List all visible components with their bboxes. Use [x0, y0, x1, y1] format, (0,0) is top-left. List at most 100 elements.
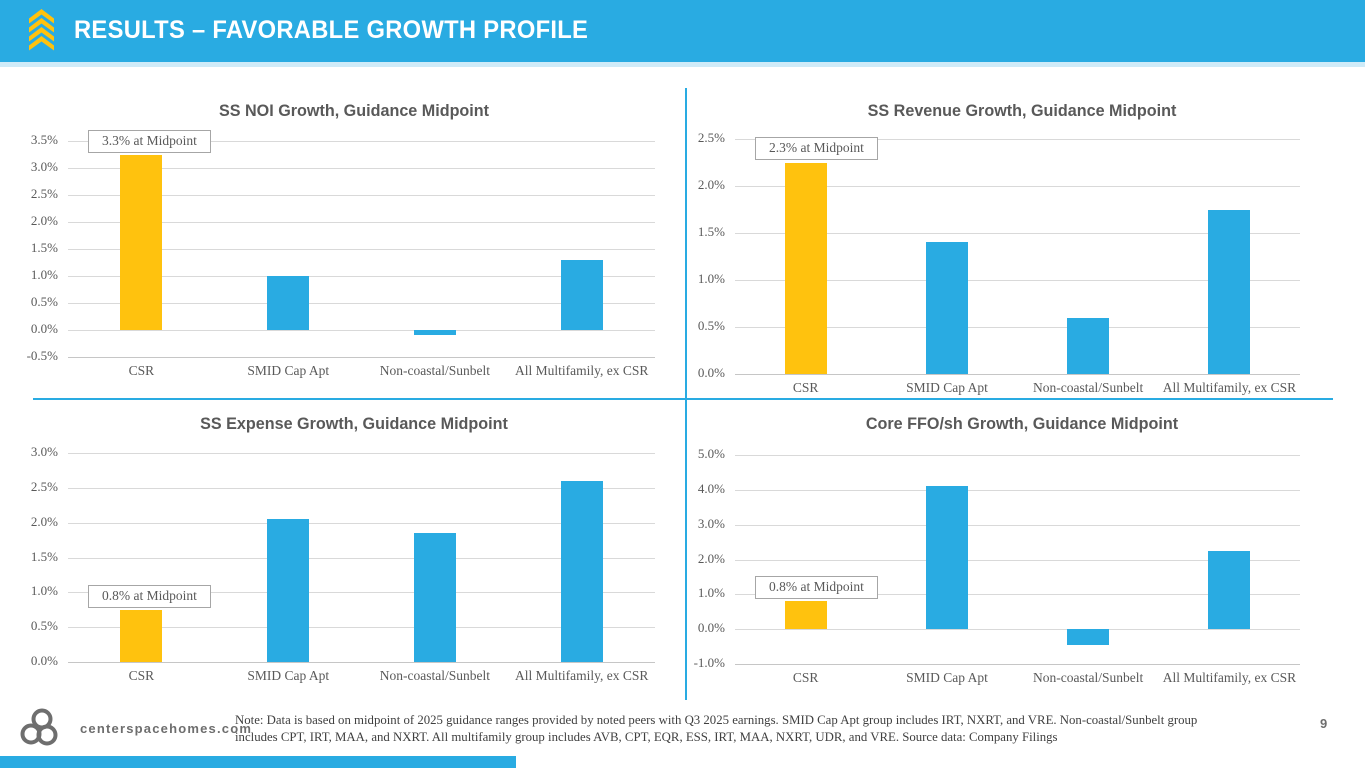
gridline — [735, 489, 1300, 491]
footnote-text: Note: Data is based on midpoint of 2025 … — [235, 713, 1198, 744]
y-axis-tick-label: 2.5% — [30, 478, 58, 494]
y-axis-tick-label: 0.0% — [30, 653, 58, 668]
category-label: Non-coastal/Sunbelt — [1033, 380, 1144, 395]
chart-core-ffo-growth: Core FFO/sh Growth, Guidance Midpoint 0.… — [688, 408, 1356, 703]
bar-csr — [784, 601, 827, 630]
bar-all-multifamily-ex-csr — [1208, 550, 1251, 630]
y-axis-tick-label: 3.0% — [30, 444, 58, 459]
y-axis-tick-label: 1.0% — [30, 583, 58, 599]
gridline — [68, 557, 655, 559]
chart-ss-expense-growth: SS Expense Growth, Guidance Midpoint 0.8… — [30, 408, 678, 703]
page-number: 9 — [1320, 716, 1328, 731]
gridline — [68, 168, 655, 169]
y-axis-tick-label: 1.0% — [30, 267, 58, 282]
centerspace-chevron-logo-icon — [29, 9, 54, 51]
category-label: SMID Cap Apt — [247, 363, 330, 378]
gridline — [735, 280, 1300, 281]
page-title: RESULTS – FAVORABLE GROWTH PROFILE — [74, 16, 589, 44]
y-axis-tick-label: 0.0% — [697, 620, 725, 636]
category-label: Non-coastal/Sunbelt — [379, 363, 491, 378]
category-label: SMID Cap Apt — [247, 668, 330, 683]
bar-smid-cap-apt — [267, 519, 310, 662]
y-axis-tick-label: -1.0% — [693, 655, 725, 670]
gridline — [68, 627, 655, 629]
bar-smid-cap-apt — [925, 486, 968, 630]
y-axis-tick-label: 0.0% — [697, 365, 725, 380]
category-label: All Multifamily, ex CSR — [515, 668, 649, 683]
y-axis-tick-label: 2.0% — [697, 177, 725, 192]
gridline — [735, 559, 1300, 561]
bar-smid-cap-apt — [925, 242, 968, 374]
bar-csr — [784, 162, 827, 374]
category-label: CSR — [792, 380, 819, 395]
header-accent-strip — [0, 62, 1365, 67]
chart-plot-area: 3.3% at Midpoint 3.5% 3.0% 2.5% 2.0% 1.5% 1.0… — [27, 130, 655, 363]
category-label: SMID Cap Apt — [906, 380, 988, 395]
y-axis-tick-label: 1.5% — [30, 240, 58, 255]
y-axis-tick-label: 4.0% — [697, 480, 725, 496]
y-axis-tick-label: 1.5% — [697, 224, 725, 239]
gridline — [735, 629, 1300, 631]
gridline — [735, 233, 1300, 234]
bar-csr — [120, 154, 163, 330]
chart-plot-area: 0.8% at Midpoint 3.0% 2.5% 2.0% 1.5% 1.0% 0.5… — [31, 444, 655, 668]
category-label: Non-coastal/Sunbelt — [379, 668, 491, 683]
gridline — [68, 141, 655, 142]
bar-all-multifamily-ex-csr — [560, 480, 603, 662]
gridline — [68, 662, 655, 663]
chart-ss-noi-growth: SS NOI Growth, Guidance Midpoint 3.3% at… — [27, 95, 678, 395]
bar-all-multifamily-ex-csr — [1208, 209, 1251, 374]
centerspace-trefoil-logo-icon — [20, 708, 58, 746]
gridline — [735, 524, 1300, 526]
callout-box: 3.3% at Midpoint — [88, 130, 211, 153]
gridline — [735, 327, 1300, 328]
y-axis-tick-label: 2.0% — [30, 513, 58, 529]
category-label: All Multifamily, ex CSR — [515, 363, 649, 378]
callout-box: 0.8% at Midpoint — [88, 584, 211, 608]
bar-non-coastal-sunbelt — [413, 533, 456, 662]
y-axis-tick-label: 0.0% — [30, 321, 58, 336]
gridline — [68, 522, 655, 524]
chart-title: SS NOI Growth, Guidance Midpoint — [218, 101, 490, 120]
gridline — [68, 453, 655, 454]
gridline — [68, 487, 655, 489]
website-link[interactable]: centerspacehomes.com — [80, 721, 253, 736]
callout-box: 2.3% at Midpoint — [755, 137, 878, 161]
y-axis-tick-label: 2.5% — [30, 186, 58, 201]
gridline — [68, 357, 655, 358]
y-axis-tick-label: -0.5% — [26, 348, 58, 363]
chart-title: Core FFO/sh Growth, Guidance Midpoint — [865, 414, 1179, 433]
y-axis-tick-label: 2.0% — [30, 213, 58, 228]
gridline — [68, 195, 655, 196]
y-axis-tick-label: 5.0% — [697, 446, 725, 461]
y-axis-tick-label: 3.0% — [697, 515, 725, 531]
header-bar: RESULTS – FAVORABLE GROWTH PROFILE — [0, 0, 1365, 62]
bar-non-coastal-sunbelt — [1067, 629, 1110, 645]
gridline — [735, 455, 1300, 456]
gridline — [68, 276, 655, 277]
category-label: CSR — [128, 363, 155, 378]
y-axis-tick-label: 1.0% — [697, 271, 725, 286]
bar-all-multifamily-ex-csr — [560, 259, 603, 330]
vertical-divider — [685, 88, 687, 700]
y-axis-tick-label: 0.5% — [30, 618, 58, 634]
gridline — [68, 592, 655, 594]
callout-box: 0.8% at Midpoint — [755, 576, 878, 600]
chart-title: SS Expense Growth, Guidance Midpoint — [200, 414, 508, 433]
x-axis-labels: CSR SMID Cap Apt Non-coastal/Sunbelt All Mu… — [735, 670, 1300, 690]
bar-non-coastal-sunbelt — [1067, 317, 1110, 374]
y-axis-tick-label: 1.0% — [697, 585, 725, 601]
x-axis-labels: CSR SMID Cap Apt Non-coastal/Sunbelt All Mu… — [68, 668, 655, 688]
gridline — [735, 374, 1300, 375]
y-axis-tick-label: 2.0% — [697, 550, 725, 566]
gridline — [735, 594, 1300, 596]
chart-title: SS Revenue Growth, Guidance Midpoint — [867, 101, 1177, 120]
y-axis-tick-label: 1.5% — [30, 548, 58, 564]
chart-plot-area: 0.8% at Midpoint 5.0% 4.0% 3.0% 2.0% 1.0% 0.0… — [694, 446, 1300, 670]
y-axis-tick-label: 3.0% — [30, 159, 58, 174]
gridline — [735, 186, 1300, 187]
gridline — [68, 222, 655, 223]
category-label: All Multifamily, ex CSR — [1162, 670, 1297, 685]
x-axis-labels: CSR SMID Cap Apt Non-coastal/Sunbelt All Mu… — [68, 363, 655, 383]
